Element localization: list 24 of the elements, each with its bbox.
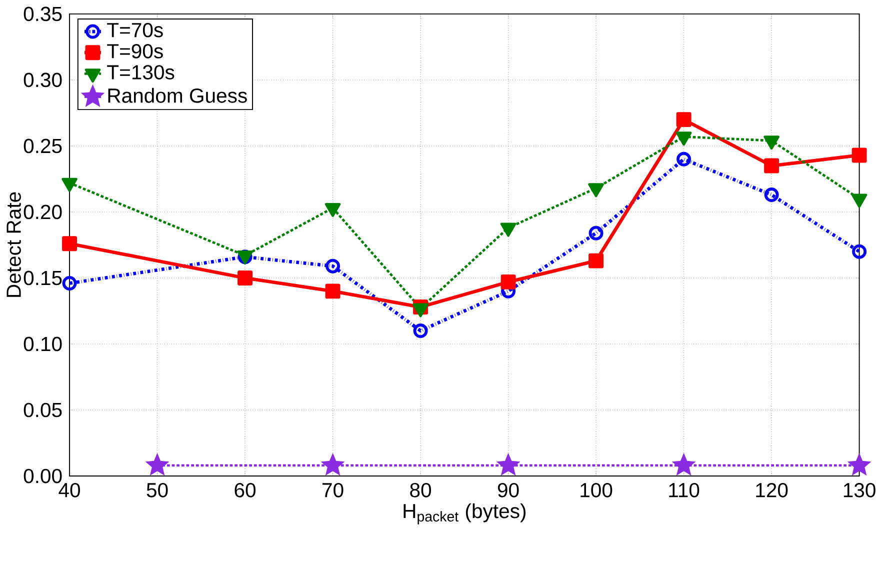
y-tick-label: 0.10 xyxy=(24,336,62,352)
x-tick-label: 130 xyxy=(844,482,876,498)
legend-label: Random Guess xyxy=(108,88,247,103)
x-tick-label: 100 xyxy=(580,482,612,498)
x-tick-label: 60 xyxy=(234,482,256,498)
y-tick-label: 0.30 xyxy=(24,72,62,88)
y-tick-label: 0.20 xyxy=(24,204,62,220)
x-tick-label: 50 xyxy=(146,482,168,498)
y-tick-label: 0.00 xyxy=(24,468,62,484)
x-tick-label: 120 xyxy=(756,482,788,498)
y-tick-label: 0.25 xyxy=(24,138,62,154)
x-tick-label: 70 xyxy=(322,482,344,498)
legend-label: T=130s xyxy=(107,64,174,80)
legend-label: T=70s xyxy=(107,22,163,38)
y-axis-title: Detect Rate xyxy=(6,192,21,297)
x-tick-label: 80 xyxy=(410,482,432,498)
x-tick-label: 90 xyxy=(498,482,519,498)
x-tick-label: 40 xyxy=(58,482,80,498)
y-tick-label: 0.35 xyxy=(24,6,62,22)
y-tick-label: 0.05 xyxy=(24,402,62,418)
y-tick-label: 0.15 xyxy=(24,270,62,286)
x-axis-title: H$_{packet}$ (bytes) xyxy=(404,503,526,524)
x-tick-label: 110 xyxy=(669,482,700,498)
legend-label: T=90s xyxy=(107,44,163,58)
